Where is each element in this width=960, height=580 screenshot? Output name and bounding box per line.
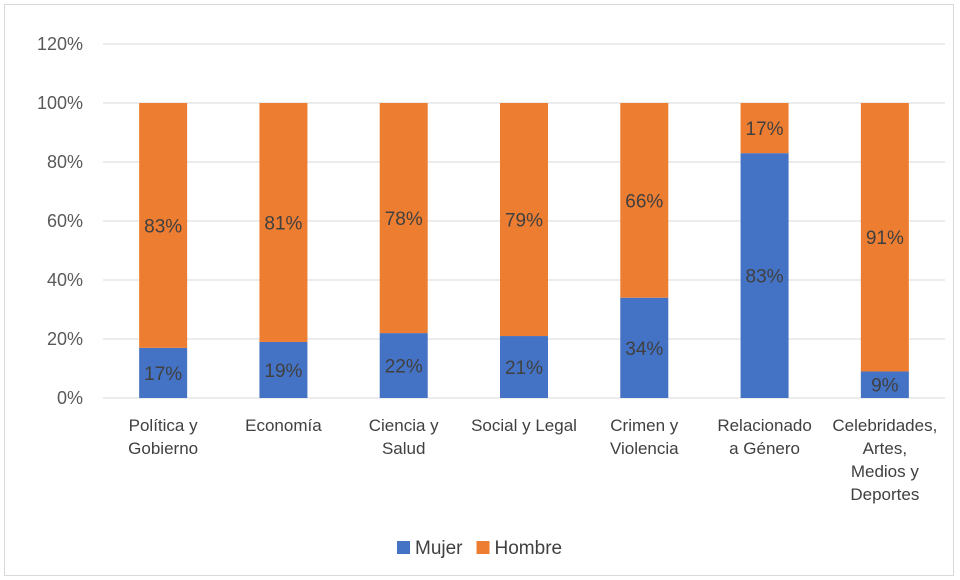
x-category-label: Economía bbox=[245, 416, 322, 435]
legend-swatch-mujer bbox=[397, 541, 410, 554]
bar-mujer bbox=[259, 341, 308, 398]
legend-label-mujer: Mujer bbox=[415, 538, 463, 559]
x-category-label: Social y Legal bbox=[471, 416, 577, 435]
data-labels: 17% 83% 19% 81% 22% 78% 21% 79% 34% 66% 83% 17% 9% 91… bbox=[144, 119, 904, 397]
legend-swatch-hombre bbox=[476, 541, 490, 554]
bar-hombre bbox=[379, 103, 428, 334]
bar-hombre bbox=[740, 103, 789, 154]
y-tick-label: 120% bbox=[37, 34, 83, 54]
bar-mujer bbox=[379, 333, 428, 398]
data-label: 17% bbox=[144, 364, 182, 385]
bar-mujer bbox=[500, 336, 548, 398]
bars bbox=[139, 103, 909, 398]
data-label: 66% bbox=[625, 191, 663, 212]
y-tick-label: 100% bbox=[37, 93, 83, 113]
data-label: 9% bbox=[871, 376, 899, 397]
y-tick-label: 60% bbox=[47, 211, 83, 231]
bar-hombre bbox=[500, 103, 548, 337]
data-label: 17% bbox=[746, 119, 784, 140]
bar-mujer bbox=[139, 347, 188, 398]
chart-area: 0% 20% 40% 60% 80% 100% 120% 17% 83% 19% 81% 22% 78… bbox=[4, 4, 954, 576]
bar-mujer bbox=[620, 297, 669, 398]
data-label: 78% bbox=[385, 209, 423, 230]
bar-hombre bbox=[620, 103, 669, 298]
x-axis-categories: Política y Gobierno Economía Ciencia y Salud… bbox=[128, 416, 937, 504]
y-tick-label: 0% bbox=[57, 388, 83, 408]
data-label: 81% bbox=[264, 213, 302, 234]
legend-label-hombre: Hombre bbox=[495, 538, 563, 559]
bar-mujer bbox=[740, 153, 789, 398]
data-label: 79% bbox=[505, 211, 543, 232]
data-label: 19% bbox=[264, 361, 302, 382]
legend: Mujer Hombre bbox=[397, 538, 562, 559]
bar-hombre bbox=[259, 103, 308, 342]
bar-hombre bbox=[139, 103, 188, 348]
bar-mujer bbox=[860, 371, 909, 398]
y-tick-label: 20% bbox=[47, 329, 83, 349]
data-label: 22% bbox=[385, 357, 423, 378]
stacked-bar-chart: 0% 20% 40% 60% 80% 100% 120% 17% 83% 19% 81% 22% 78… bbox=[37, 34, 945, 559]
x-category-label: Crimen y Violencia bbox=[610, 416, 679, 458]
x-category-label: Política y Gobierno bbox=[128, 416, 198, 458]
y-tick-label: 40% bbox=[47, 270, 83, 290]
data-label: 83% bbox=[746, 267, 784, 288]
x-category-label: Celebridades, Artes, Medios y Deportes bbox=[832, 416, 937, 504]
x-category-label: Relacionado a Género bbox=[717, 416, 812, 458]
data-label: 21% bbox=[505, 358, 543, 379]
y-tick-label: 80% bbox=[47, 152, 83, 172]
data-label: 83% bbox=[144, 216, 182, 237]
data-label: 34% bbox=[625, 339, 663, 360]
y-axis-ticks: 0% 20% 40% 60% 80% 100% 120% bbox=[37, 34, 83, 408]
data-label: 91% bbox=[866, 228, 904, 249]
x-category-label: Ciencia y Salud bbox=[369, 416, 439, 458]
bar-hombre bbox=[860, 103, 909, 372]
